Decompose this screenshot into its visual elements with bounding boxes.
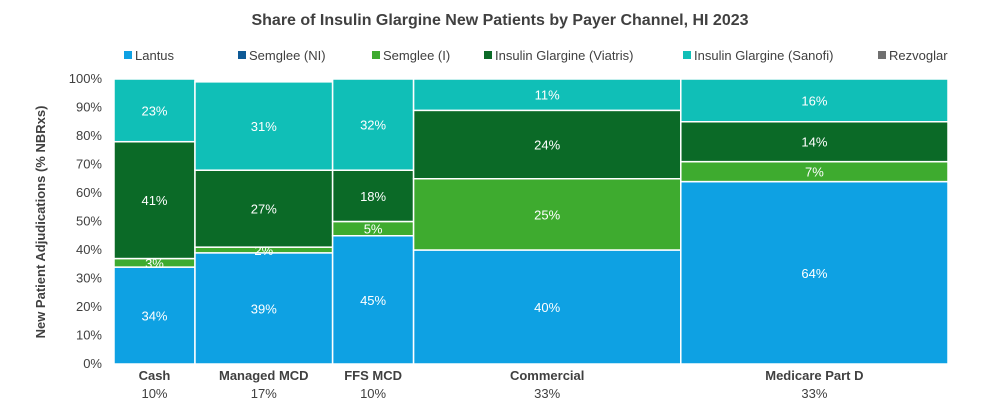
x-category-label: Medicare Part D [765,368,863,383]
data-label: 27% [251,202,277,217]
data-label: 18% [360,189,386,204]
data-label: 34% [141,309,167,324]
x-category-label: Cash [139,368,171,383]
data-label: 40% [534,300,560,315]
bar-segment-insulin-glargine-viatris [412,109,682,180]
x-category-share: 33% [801,386,827,401]
bar-segment-lantus [113,266,196,365]
y-tick-label: 30% [76,271,102,286]
legend-item-semglee-ni: Semglee (NI) [238,48,326,63]
bar-segment-insulin-glargine-sanofi [680,78,949,123]
legend-label: Insulin Glargine (Sanofi) [694,48,833,63]
column-ffs-mcd: 45% 5% 18% 32% [331,78,415,365]
y-tick-label: 0% [83,356,102,371]
legend-label: Rezvoglar [889,48,948,63]
data-label: 3% [145,256,164,271]
legend-label: Semglee (NI) [249,48,326,63]
legend-label: Semglee (I) [383,48,450,63]
y-tick-label: 40% [76,242,102,257]
legend-swatch [878,51,886,59]
legend-swatch [124,51,132,59]
bar-segment-lantus [680,180,949,365]
data-label: 41% [141,193,167,208]
bar-segment-insulin-glargine-viatris [331,169,415,223]
data-label: 24% [534,138,560,153]
legend-item-rezvoglar: Rezvoglar [878,48,948,63]
data-label: 11% [535,88,560,103]
legend-item-insulin-glargine-viatris: Insulin Glargine (Viatris) [484,48,633,63]
bar-segment-insulin-glargine-viatris [680,121,949,163]
legend-swatch [238,51,246,59]
bar-segment-semglee-i [412,178,682,251]
legend-swatch [372,51,380,59]
x-category-share: 17% [251,386,277,401]
chart-title: Share of Insulin Glargine New Patients b… [251,12,748,29]
data-label: 45% [360,293,386,308]
column-commercial: 40% 25% 24% 11% [412,78,682,365]
y-tick-label: 20% [76,299,102,314]
data-label: 25% [534,207,560,222]
y-tick-label: 70% [76,157,102,172]
legend-item-lantus: Lantus [124,48,175,63]
plot-area: 34%3%41%23%39%2%27%31%45%5%18%32%40%25%2… [113,78,949,365]
x-axis-labels: Cash 10% Managed MCD 17% FFS MCD 10% Commercia… [139,368,864,401]
y-axis-ticks: 0% 10% 20% 30% 40% 50% 60% 70% 80% 90% 100% [69,71,103,371]
legend: Lantus Semglee (NI) Semglee (I) Insulin Gla… [124,48,948,63]
legend-item-semglee-i: Semglee (I) [372,48,450,63]
y-axis-label: New Patient Adjudications (% NBRxs) [33,106,48,339]
y-tick-label: 100% [69,71,103,86]
data-label: 14% [801,135,827,150]
legend-item-insulin-glargine-sanofi: Insulin Glargine (Sanofi) [683,48,833,63]
x-category-share: 10% [141,386,167,401]
data-label: 23% [141,103,167,118]
y-tick-label: 80% [76,128,102,143]
legend-swatch [484,51,492,59]
bar-segment-insulin-glargine-sanofi [113,78,196,143]
column-cash: 34% 3% 41% 23% [113,78,196,365]
x-category-label: Managed MCD [219,368,309,383]
data-label: 16% [801,93,827,108]
column-managed-mcd: 39%2%27%31% [194,81,334,365]
x-category-share: 10% [360,386,386,401]
data-label: 39% [251,301,277,316]
x-category-label: FFS MCD [344,368,402,383]
legend-label: Lantus [135,48,175,63]
bar-segment-lantus [412,249,682,365]
data-label: 7% [805,165,824,180]
column-medicare-part-d: 64% 7% 14% 16% [680,78,949,365]
y-tick-label: 90% [76,100,102,115]
legend-label: Insulin Glargine (Viatris) [495,48,633,63]
data-label: 5% [364,222,383,237]
legend-swatch [683,51,691,59]
data-label: 31% [251,119,277,134]
bar-segment-insulin-glargine-viatris [194,169,334,248]
y-tick-label: 60% [76,185,102,200]
data-label: 64% [801,266,827,281]
y-tick-label: 50% [76,214,102,229]
bar-segment-insulin-glargine-sanofi [412,78,682,112]
x-category-share: 33% [534,386,560,401]
x-category-label: Commercial [510,368,584,383]
data-label: 32% [360,118,386,133]
bar-segment-insulin-glargine-sanofi [331,78,415,171]
bar-segment-insulin-glargine-sanofi [194,81,334,171]
y-tick-label: 10% [76,328,102,343]
